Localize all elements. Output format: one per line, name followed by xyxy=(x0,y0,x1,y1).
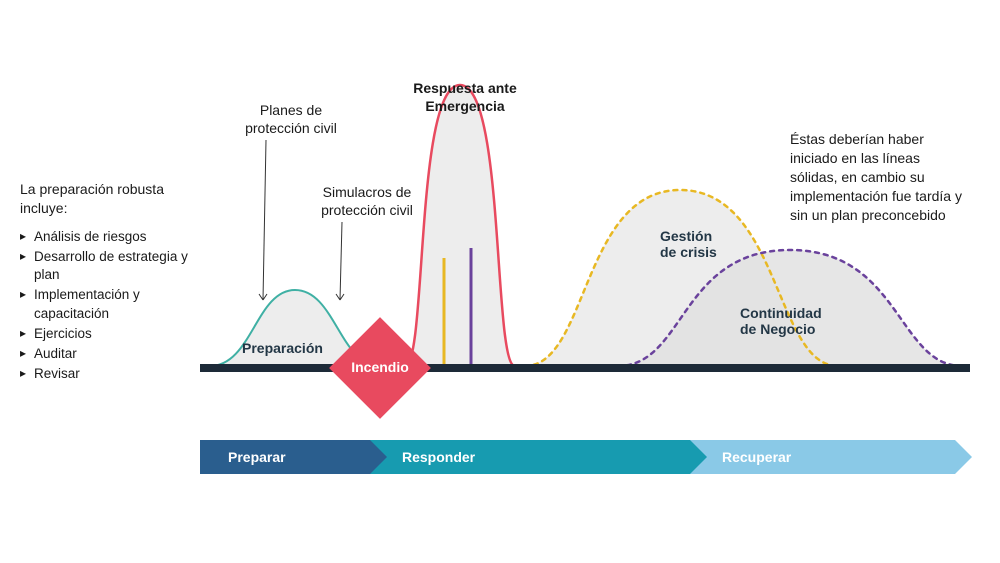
phase-preparar: Preparar xyxy=(200,440,370,474)
preparation-item: Ejercicios xyxy=(20,325,190,343)
diagram-canvas: Incendio PreparaciónGestiónde crisisCont… xyxy=(0,0,1000,563)
phase-recuperar: Recuperar xyxy=(690,440,955,474)
phase-bar: Preparar Responder Recuperar xyxy=(200,440,970,474)
phase-responder: Responder xyxy=(370,440,690,474)
preparation-item: Desarrollo de estrategia y plan xyxy=(20,248,190,284)
curve-label-preparacion: Preparación xyxy=(242,340,323,356)
preparation-list-title: La preparación robusta incluye: xyxy=(20,180,190,218)
curve-label-gestion: Gestiónde crisis xyxy=(660,228,717,260)
annotation-simulacros: Simulacros deprotección civil xyxy=(302,184,432,219)
preparation-item: Análisis de riesgos xyxy=(20,228,190,246)
preparation-list-block: La preparación robusta incluye: Análisis… xyxy=(20,180,190,386)
phase-label: Preparar xyxy=(228,449,286,465)
annotation-planes: Planes deprotección civil xyxy=(226,102,356,137)
respuesta-title: Respuesta anteEmergencia xyxy=(400,80,530,115)
phase-label: Recuperar xyxy=(722,449,791,465)
phase-label: Responder xyxy=(402,449,475,465)
curve-label-continuidad: Continuidadde Negocio xyxy=(740,305,822,337)
preparation-item: Implementación y capacitación xyxy=(20,286,190,322)
preparation-item: Auditar xyxy=(20,345,190,363)
preparation-list: Análisis de riesgos Desarrollo de estrate… xyxy=(20,228,190,384)
preparation-item: Revisar xyxy=(20,365,190,383)
right-explanation: Éstas deberían haber iniciado en las lín… xyxy=(790,130,970,224)
